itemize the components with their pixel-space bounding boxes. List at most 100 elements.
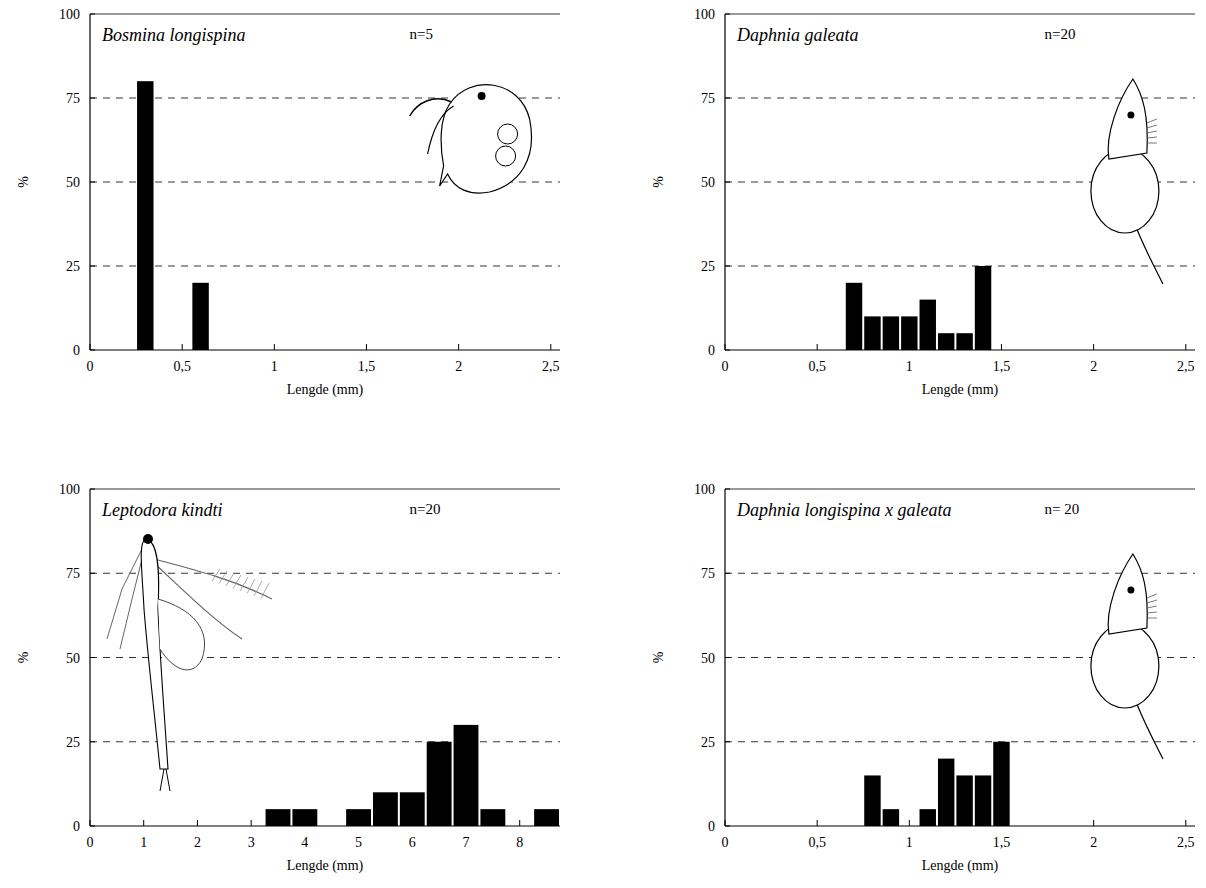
bar	[846, 283, 862, 350]
illustration	[410, 85, 532, 193]
illustration-antenna	[1147, 131, 1157, 133]
y-tick	[725, 826, 730, 827]
bar	[920, 300, 936, 350]
y-tick	[725, 489, 730, 490]
bars	[137, 81, 209, 350]
y-tick-label: 0	[73, 819, 80, 834]
y-tick-label: 50	[66, 175, 80, 190]
x-tick-label: 2	[194, 835, 201, 850]
x-tick-label: 0	[87, 835, 94, 850]
illustration-head	[1108, 79, 1147, 159]
bar	[956, 333, 972, 350]
bar	[480, 809, 505, 826]
x-tick-label: 1,5	[358, 359, 376, 374]
illustration-antenna	[1147, 125, 1157, 128]
y-tick-label: 75	[66, 566, 80, 581]
bar	[920, 809, 936, 826]
y-tick	[725, 573, 730, 574]
annotation: n=20	[410, 501, 441, 517]
frame-top	[90, 14, 560, 15]
illustration-spine	[1137, 704, 1163, 759]
grid-line	[725, 741, 1195, 742]
illustration-setae	[212, 569, 220, 581]
illustration-head	[1108, 554, 1147, 634]
y-tick-label: 100	[694, 482, 715, 497]
x-axis-title: Lengde (mm)	[922, 382, 999, 398]
x-tick	[1001, 820, 1002, 826]
illustration-body	[440, 85, 532, 193]
grid-line	[90, 573, 560, 574]
illustration-furca	[160, 769, 170, 791]
x-tick-label: 2	[1090, 835, 1097, 850]
x-tick	[358, 820, 359, 826]
x-tick-label: 7	[463, 835, 470, 850]
illustration	[107, 534, 272, 791]
bar	[956, 775, 972, 826]
illustration-egg	[498, 124, 518, 144]
bar	[137, 81, 153, 350]
annotation: n= 20	[1045, 501, 1080, 517]
x-tick-label: 0,5	[173, 359, 191, 374]
grid-line	[90, 266, 560, 267]
illustration-legs	[107, 549, 144, 649]
x-tick	[1093, 820, 1094, 826]
y-tick	[725, 182, 730, 183]
y-tick	[90, 573, 95, 574]
illustration-body	[1091, 624, 1159, 708]
illustration-egg	[496, 146, 516, 166]
x-tick-label: 1	[271, 359, 278, 374]
x-tick-label: 1	[906, 359, 913, 374]
y-tick	[725, 350, 730, 351]
x-tick	[197, 820, 198, 826]
y-tick-label: 75	[701, 91, 715, 106]
x-tick-label: 2,5	[542, 359, 560, 374]
bars	[864, 742, 1009, 826]
y-tick	[725, 657, 730, 658]
illustration-carapace	[158, 599, 205, 670]
illustration-eye	[143, 534, 153, 544]
x-tick	[1001, 344, 1002, 350]
bar	[883, 316, 899, 350]
y-tick	[90, 657, 95, 658]
x-tick	[412, 820, 413, 826]
x-tick-label: 0,5	[808, 835, 826, 850]
bar	[864, 775, 880, 826]
x-axis	[725, 349, 1195, 350]
y-axis-title: %	[651, 176, 666, 188]
y-tick-label: 0	[708, 819, 715, 834]
illustration-setae	[219, 571, 227, 584]
panel: 0255075100012345678Lengde (mm)%Leptodora…	[16, 482, 560, 874]
y-tick-label: 25	[66, 735, 80, 750]
y-tick-label: 25	[701, 735, 715, 750]
illustration-antenna	[1147, 594, 1157, 598]
x-tick	[909, 344, 910, 350]
y-tick-label: 75	[701, 566, 715, 581]
x-tick-label: 1	[906, 835, 913, 850]
x-tick	[1185, 820, 1186, 826]
y-axis-title: %	[16, 651, 31, 663]
x-axis	[725, 825, 1195, 826]
illustration-setae	[254, 581, 262, 596]
x-axis	[90, 825, 560, 826]
bar	[373, 792, 398, 826]
frame-top	[725, 489, 1195, 490]
bar	[975, 266, 991, 350]
x-tick	[550, 344, 551, 350]
y-tick-label: 25	[701, 259, 715, 274]
x-tick-label: 8	[516, 835, 523, 850]
x-tick	[909, 820, 910, 826]
x-tick	[1185, 344, 1186, 350]
illustration-antenna	[1147, 612, 1157, 613]
bar	[975, 775, 991, 826]
bar	[938, 333, 954, 350]
bar	[938, 759, 954, 826]
y-tick	[725, 14, 730, 15]
panel-title: Daphnia longispina x galeata	[736, 500, 952, 520]
y-tick-label: 100	[59, 7, 80, 22]
x-axis-title: Lengde (mm)	[922, 858, 999, 874]
bars	[846, 266, 991, 350]
illustration	[1091, 554, 1163, 759]
y-tick	[90, 266, 95, 267]
x-tick	[725, 820, 726, 826]
illustration-antenna	[1147, 119, 1157, 123]
